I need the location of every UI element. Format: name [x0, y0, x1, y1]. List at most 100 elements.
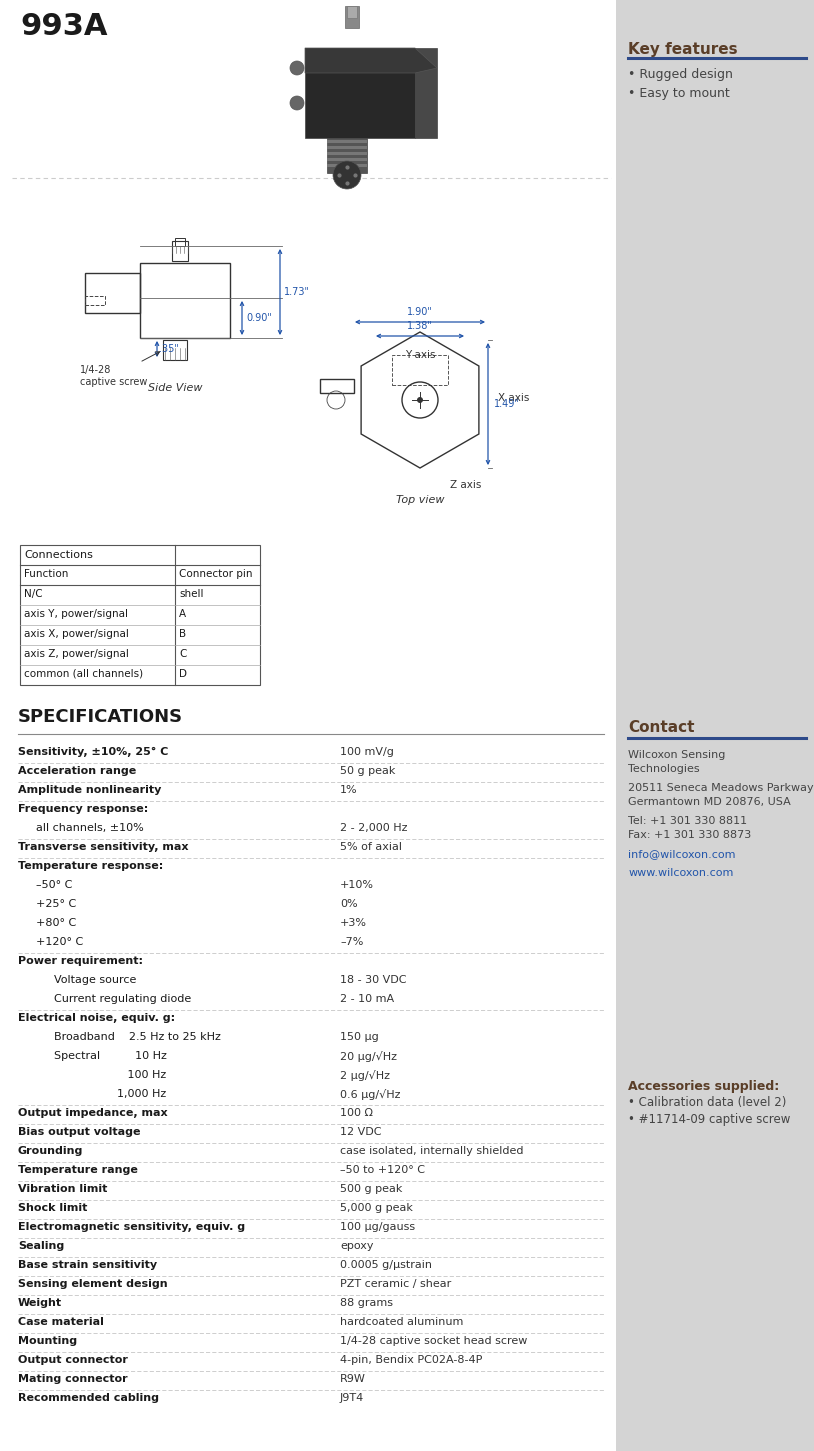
- Text: Tel: +1 301 330 8811: Tel: +1 301 330 8811: [628, 815, 747, 826]
- Text: A: A: [179, 609, 186, 620]
- Text: Broadband    2.5 Hz to 25 kHz: Broadband 2.5 Hz to 25 kHz: [54, 1032, 221, 1042]
- Text: 12 VDC: 12 VDC: [340, 1127, 382, 1138]
- Text: R9W: R9W: [340, 1374, 365, 1384]
- Text: 0%: 0%: [340, 900, 357, 908]
- Text: Voltage source: Voltage source: [54, 975, 137, 985]
- Text: axis X, power/signal: axis X, power/signal: [24, 628, 129, 638]
- Text: axis Y, power/signal: axis Y, power/signal: [24, 609, 128, 620]
- Text: 1%: 1%: [340, 785, 357, 795]
- Text: Y axis: Y axis: [405, 350, 435, 360]
- Text: Electromagnetic sensitivity, equiv. g: Electromagnetic sensitivity, equiv. g: [18, 1222, 245, 1232]
- Text: case isolated, internally shielded: case isolated, internally shielded: [340, 1146, 523, 1156]
- Text: Accessories supplied:: Accessories supplied:: [628, 1080, 780, 1093]
- Circle shape: [417, 398, 423, 403]
- Text: Spectral          10 Hz: Spectral 10 Hz: [54, 1051, 167, 1061]
- Text: –50 to +120° C: –50 to +120° C: [340, 1165, 425, 1175]
- Text: Case material: Case material: [18, 1318, 104, 1328]
- Circle shape: [290, 61, 304, 75]
- Text: 1/4-28 captive socket head screw: 1/4-28 captive socket head screw: [340, 1336, 527, 1347]
- Text: shell: shell: [179, 589, 204, 599]
- Bar: [20, 546, 260, 685]
- Text: 993A: 993A: [20, 12, 107, 41]
- Text: Side View: Side View: [148, 383, 202, 393]
- Text: Wilcoxon Sensing: Wilcoxon Sensing: [628, 750, 725, 760]
- Text: +10%: +10%: [340, 879, 374, 889]
- Text: 100 mV/g: 100 mV/g: [340, 747, 394, 757]
- Bar: [140, 263, 230, 338]
- Text: hardcoated aluminum: hardcoated aluminum: [340, 1318, 463, 1328]
- Text: 500 g peak: 500 g peak: [340, 1184, 402, 1194]
- Text: 2 - 2,000 Hz: 2 - 2,000 Hz: [340, 823, 408, 833]
- Text: Current regulating diode: Current regulating diode: [54, 994, 191, 1004]
- Text: 4-pin, Bendix PC02A-8-4P: 4-pin, Bendix PC02A-8-4P: [340, 1355, 483, 1365]
- Text: 1.73": 1.73": [284, 287, 310, 297]
- Text: .35": .35": [159, 344, 179, 354]
- Text: Acceleration range: Acceleration range: [18, 766, 136, 776]
- Text: +120° C: +120° C: [36, 937, 83, 948]
- Text: 1,000 Hz: 1,000 Hz: [54, 1090, 166, 1098]
- Text: all channels, ±10%: all channels, ±10%: [36, 823, 144, 833]
- Bar: [327, 147, 367, 149]
- Text: Function: Function: [24, 569, 68, 579]
- Bar: [392, 355, 448, 385]
- Text: J9T4: J9T4: [340, 1393, 364, 1403]
- Text: X axis: X axis: [498, 393, 529, 403]
- Bar: [320, 379, 354, 393]
- Text: axis Z, power/signal: axis Z, power/signal: [24, 649, 129, 659]
- Text: 20511 Seneca Meadows Parkway: 20511 Seneca Meadows Parkway: [628, 784, 814, 794]
- Text: –7%: –7%: [340, 937, 363, 948]
- Bar: [327, 152, 367, 155]
- Text: 5,000 g peak: 5,000 g peak: [340, 1203, 413, 1213]
- Text: Frequency response:: Frequency response:: [18, 804, 148, 814]
- Bar: [327, 158, 367, 161]
- Text: Shock limit: Shock limit: [18, 1203, 87, 1213]
- Text: Mating connector: Mating connector: [18, 1374, 128, 1384]
- Text: +25° C: +25° C: [36, 900, 77, 908]
- Text: • Calibration data (level 2): • Calibration data (level 2): [628, 1096, 786, 1109]
- Text: Fax: +1 301 330 8873: Fax: +1 301 330 8873: [628, 830, 751, 840]
- Text: Amplitude nonlinearity: Amplitude nonlinearity: [18, 785, 161, 795]
- Text: 150 μg: 150 μg: [340, 1032, 379, 1042]
- Bar: [327, 164, 367, 167]
- Text: Base strain sensitivity: Base strain sensitivity: [18, 1259, 157, 1270]
- Text: Key features: Key features: [628, 42, 737, 57]
- Text: Top view: Top view: [396, 495, 444, 505]
- Text: Weight: Weight: [18, 1299, 62, 1307]
- Text: Sensitivity, ±10%, 25° C: Sensitivity, ±10%, 25° C: [18, 747, 168, 757]
- Bar: [347, 6, 357, 17]
- Text: info@wilcoxon.com: info@wilcoxon.com: [628, 849, 736, 859]
- Bar: [305, 48, 415, 138]
- Text: 1/4-28
captive screw: 1/4-28 captive screw: [80, 351, 160, 387]
- Text: Grounding: Grounding: [18, 1146, 83, 1156]
- Text: –50° C: –50° C: [36, 879, 72, 889]
- Text: 5% of axial: 5% of axial: [340, 842, 402, 852]
- Text: Output connector: Output connector: [18, 1355, 128, 1365]
- Text: C: C: [179, 649, 186, 659]
- Text: Temperature range: Temperature range: [18, 1165, 138, 1175]
- Text: common (all channels): common (all channels): [24, 669, 143, 679]
- Text: 1.38": 1.38": [407, 321, 433, 331]
- Text: +80° C: +80° C: [36, 918, 77, 929]
- Text: Transverse sensitivity, max: Transverse sensitivity, max: [18, 842, 189, 852]
- Text: • Rugged design: • Rugged design: [628, 68, 733, 81]
- Bar: [616, 0, 814, 1451]
- Text: +3%: +3%: [340, 918, 367, 929]
- Text: • Easy to mount: • Easy to mount: [628, 87, 730, 100]
- Text: 88 grams: 88 grams: [340, 1299, 393, 1307]
- Bar: [163, 340, 187, 360]
- Text: 2 - 10 mA: 2 - 10 mA: [340, 994, 394, 1004]
- Text: Connector pin: Connector pin: [179, 569, 252, 579]
- Text: Output impedance, max: Output impedance, max: [18, 1109, 168, 1119]
- Text: 2 μg/√Hz: 2 μg/√Hz: [340, 1069, 390, 1081]
- Text: 20 μg/√Hz: 20 μg/√Hz: [340, 1051, 397, 1062]
- Bar: [415, 48, 437, 138]
- Text: B: B: [179, 628, 186, 638]
- Text: Bias output voltage: Bias output voltage: [18, 1127, 141, 1138]
- Bar: [345, 6, 359, 28]
- Text: Mounting: Mounting: [18, 1336, 77, 1347]
- Text: Technologies: Technologies: [628, 765, 700, 773]
- Text: 100 Hz: 100 Hz: [54, 1069, 166, 1080]
- Bar: [327, 139, 367, 144]
- Text: SPECIFICATIONS: SPECIFICATIONS: [18, 708, 183, 726]
- Text: Z axis: Z axis: [450, 480, 481, 490]
